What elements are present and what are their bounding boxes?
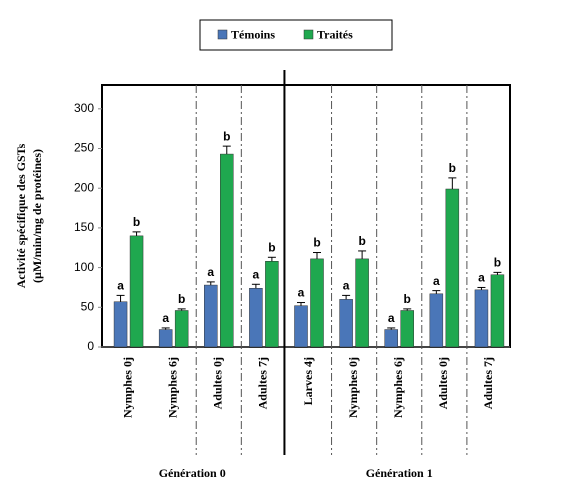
y-tick-label: 100 xyxy=(74,260,94,274)
significance-letter: a xyxy=(388,311,395,325)
x-tick-label: Nymphes 0j xyxy=(120,357,134,418)
x-tick-label: Adultes 7j xyxy=(256,357,270,409)
bar xyxy=(113,301,128,348)
significance-letter: b xyxy=(223,129,230,143)
legend-label: Témoins xyxy=(231,27,275,41)
significance-letter: b xyxy=(268,240,275,254)
x-tick-label: Adultes 7j xyxy=(481,357,495,409)
significance-letter: a xyxy=(343,279,350,293)
significance-letter: b xyxy=(313,236,320,250)
bar xyxy=(339,299,353,348)
bar xyxy=(129,235,144,348)
y-tick-label: 50 xyxy=(81,299,95,313)
bar xyxy=(174,310,189,348)
y-tick-label: 0 xyxy=(87,339,94,353)
legend-box xyxy=(199,19,393,51)
legend-swatch xyxy=(217,29,228,40)
bar xyxy=(490,274,505,348)
bar xyxy=(400,310,414,348)
bar xyxy=(355,258,369,348)
bar xyxy=(294,305,308,348)
y-axis-label: Activité spécifique des GSTs xyxy=(14,143,28,288)
bar xyxy=(158,329,173,348)
bar xyxy=(249,287,263,348)
significance-letter: b xyxy=(449,161,456,175)
legend-label: Traités xyxy=(317,27,353,41)
x-tick-label: Larves 4j xyxy=(301,357,315,405)
bar xyxy=(474,289,489,348)
y-tick-label: 200 xyxy=(74,180,94,194)
bar xyxy=(384,329,398,348)
significance-letter: a xyxy=(433,274,440,288)
significance-letter: a xyxy=(117,279,124,293)
x-tick-label: Adultes 0j xyxy=(211,357,225,409)
significance-letter: a xyxy=(162,311,169,325)
x-tick-label: Nymphes 6j xyxy=(391,357,405,418)
significance-letter: b xyxy=(494,256,501,270)
x-tick-label: Nymphes 6j xyxy=(165,357,179,418)
y-tick-label: 300 xyxy=(74,101,94,115)
significance-letter: a xyxy=(298,286,305,300)
y-axis-label: (µM/min/mg de protéines) xyxy=(30,149,44,283)
significance-letter: b xyxy=(404,292,411,306)
x-tick-label: Adultes 0j xyxy=(436,357,450,409)
bar xyxy=(265,261,279,348)
bar xyxy=(204,284,218,348)
x-tick-label: Nymphes 0j xyxy=(346,357,360,418)
y-tick-label: 250 xyxy=(74,141,94,155)
bar xyxy=(429,293,444,348)
significance-letter: b xyxy=(178,292,185,306)
significance-letter: a xyxy=(207,265,214,279)
bar xyxy=(220,153,234,348)
bar xyxy=(445,188,460,348)
y-tick-label: 150 xyxy=(74,220,94,234)
group-label: Génération 1 xyxy=(366,466,433,480)
significance-letter: a xyxy=(478,271,485,285)
significance-letter: b xyxy=(358,234,365,248)
group-label: Génération 0 xyxy=(159,466,226,480)
bar xyxy=(310,258,324,348)
legend-swatch xyxy=(303,29,314,40)
significance-letter: b xyxy=(133,215,140,229)
significance-letter: a xyxy=(253,267,260,281)
